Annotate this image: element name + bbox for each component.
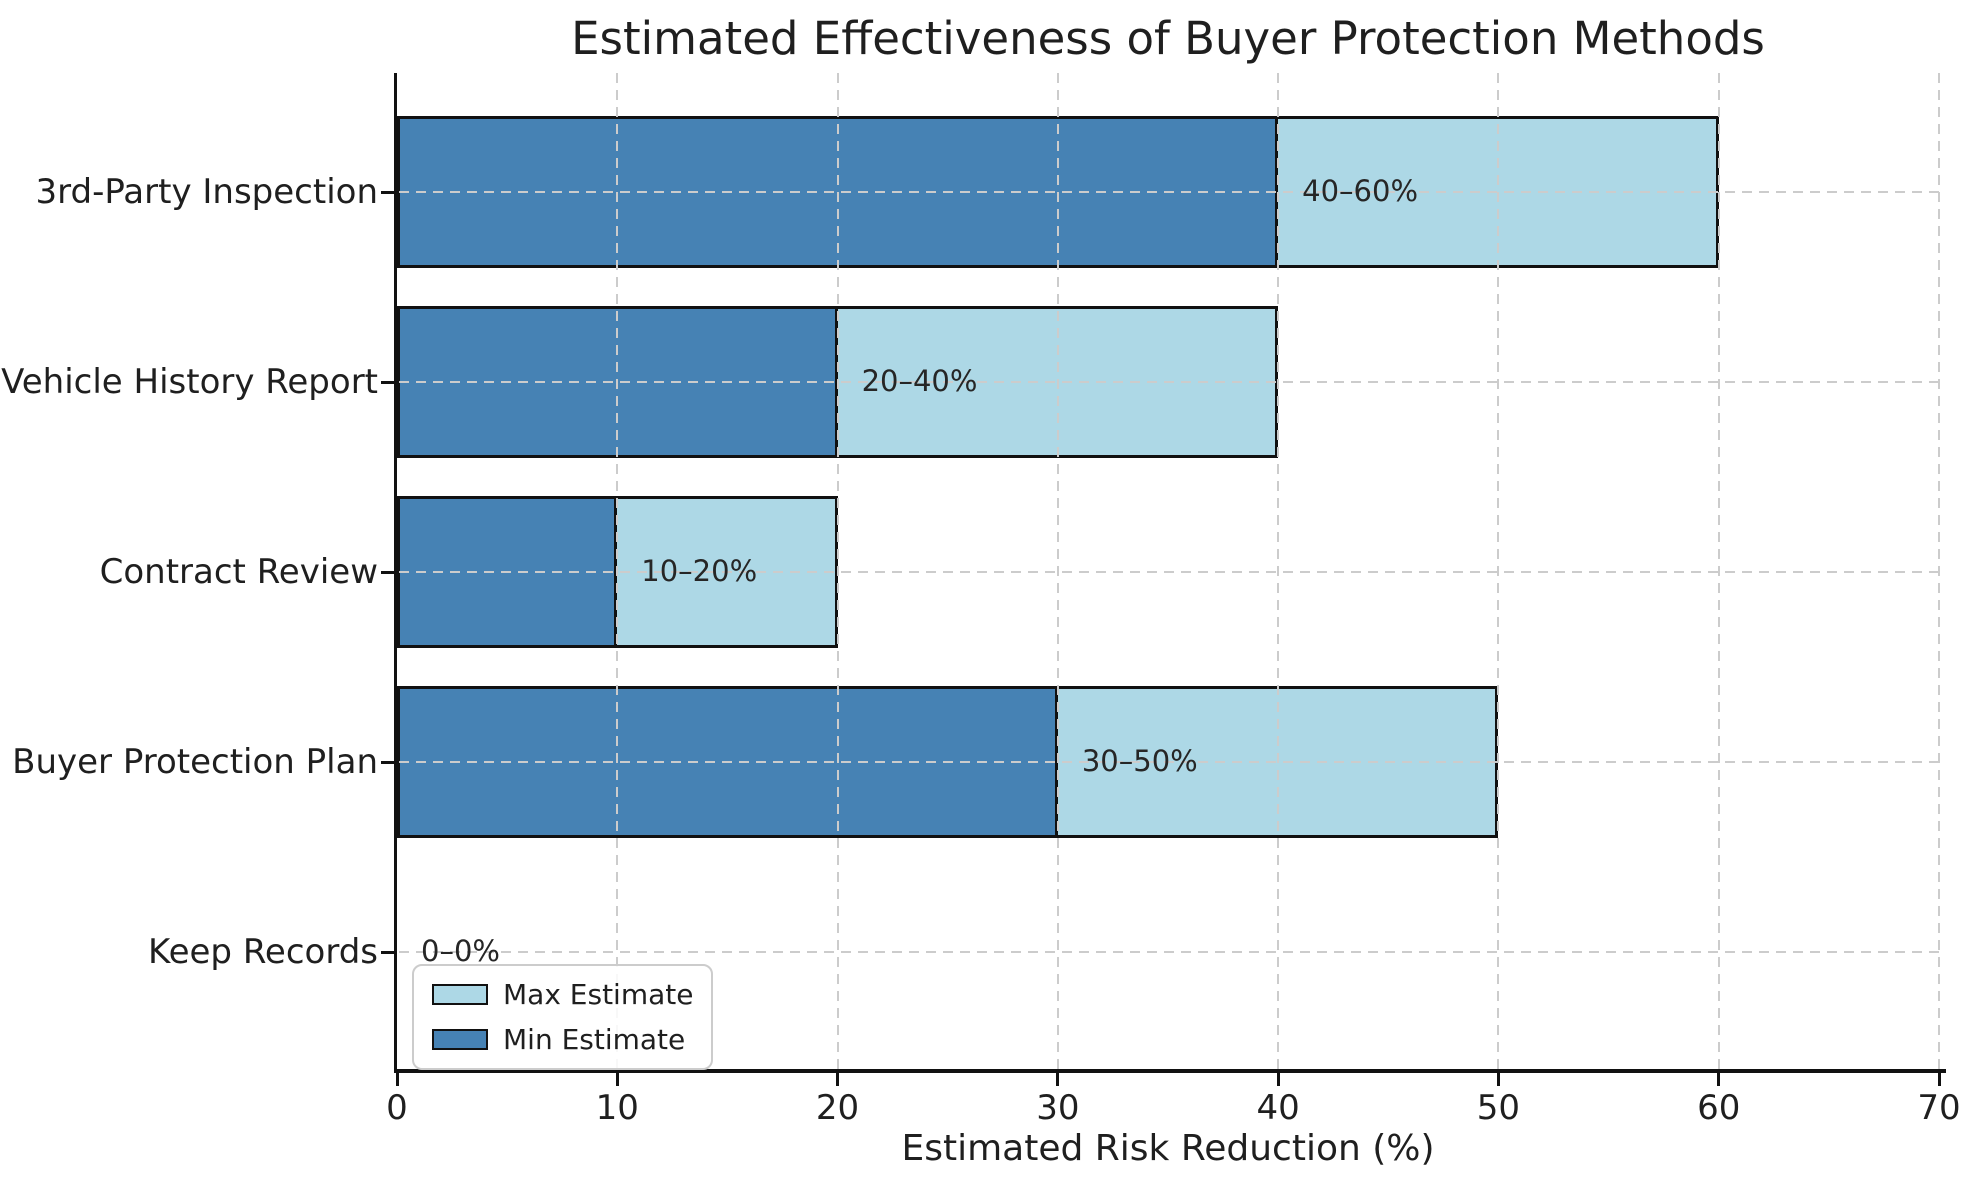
x-tick-label: 60: [1697, 1088, 1741, 1128]
y-tick-mark: [381, 760, 394, 764]
x-tick-mark: [1717, 1073, 1721, 1086]
x-tick-mark: [1276, 1073, 1280, 1086]
legend-label: Max Estimate: [503, 978, 694, 1011]
legend-swatch: [432, 1029, 488, 1050]
x-tick-mark: [1496, 1073, 1500, 1086]
bar-range-annotation: 30–50%: [1081, 744, 1198, 778]
legend: Max Estimate Min Estimate: [412, 964, 714, 1070]
chart-title: Estimated Effectiveness of Buyer Protect…: [571, 12, 1765, 65]
x-tick-label: 0: [386, 1088, 408, 1128]
x-tick-label: 20: [815, 1088, 860, 1128]
bar-range-annotation: 0–0%: [421, 934, 500, 968]
y-tick-mark: [381, 950, 394, 954]
legend-swatch: [432, 984, 488, 1005]
bar-range-annotation: 40–60%: [1302, 174, 1418, 208]
horizontal-gridline: [399, 571, 1939, 573]
bar-range-annotation: 10–20%: [641, 554, 758, 588]
vertical-gridline: [1938, 73, 1940, 1070]
x-tick-mark: [836, 1073, 840, 1086]
horizontal-gridline: [399, 951, 1939, 953]
y-tick-mark: [381, 190, 394, 194]
category-label: Buyer Protection Plan: [12, 742, 378, 782]
category-label: Keep Records: [147, 932, 378, 972]
x-tick-label: 10: [595, 1088, 639, 1128]
horizontal-gridline: [399, 761, 1939, 763]
category-label: Vehicle History Report: [1, 362, 378, 402]
x-tick-mark: [1937, 1073, 1941, 1086]
y-axis-spine: [394, 73, 397, 1073]
x-tick-mark: [615, 1073, 619, 1086]
y-tick-mark: [381, 380, 394, 384]
x-axis-title: Estimated Risk Reduction (%): [901, 1128, 1435, 1169]
horizontal-gridline: [399, 381, 1939, 383]
horizontal-gridline: [399, 191, 1939, 193]
legend-entry: Min Estimate: [432, 1023, 693, 1056]
x-tick-label: 30: [1036, 1088, 1080, 1128]
category-label: Contract Review: [99, 552, 378, 592]
category-label: 3rd-Party Inspection: [35, 172, 378, 212]
x-tick-mark: [1056, 1073, 1060, 1086]
x-tick-label: 50: [1476, 1088, 1521, 1128]
y-tick-mark: [381, 570, 394, 574]
legend-entry: Max Estimate: [432, 978, 693, 1011]
x-axis-spine: [394, 1069, 1946, 1073]
x-tick-mark: [395, 1073, 399, 1086]
bar-range-annotation: 20–40%: [861, 364, 978, 398]
legend-label: Min Estimate: [503, 1023, 686, 1056]
x-tick-label: 40: [1256, 1088, 1300, 1128]
x-tick-label: 70: [1917, 1088, 1961, 1128]
